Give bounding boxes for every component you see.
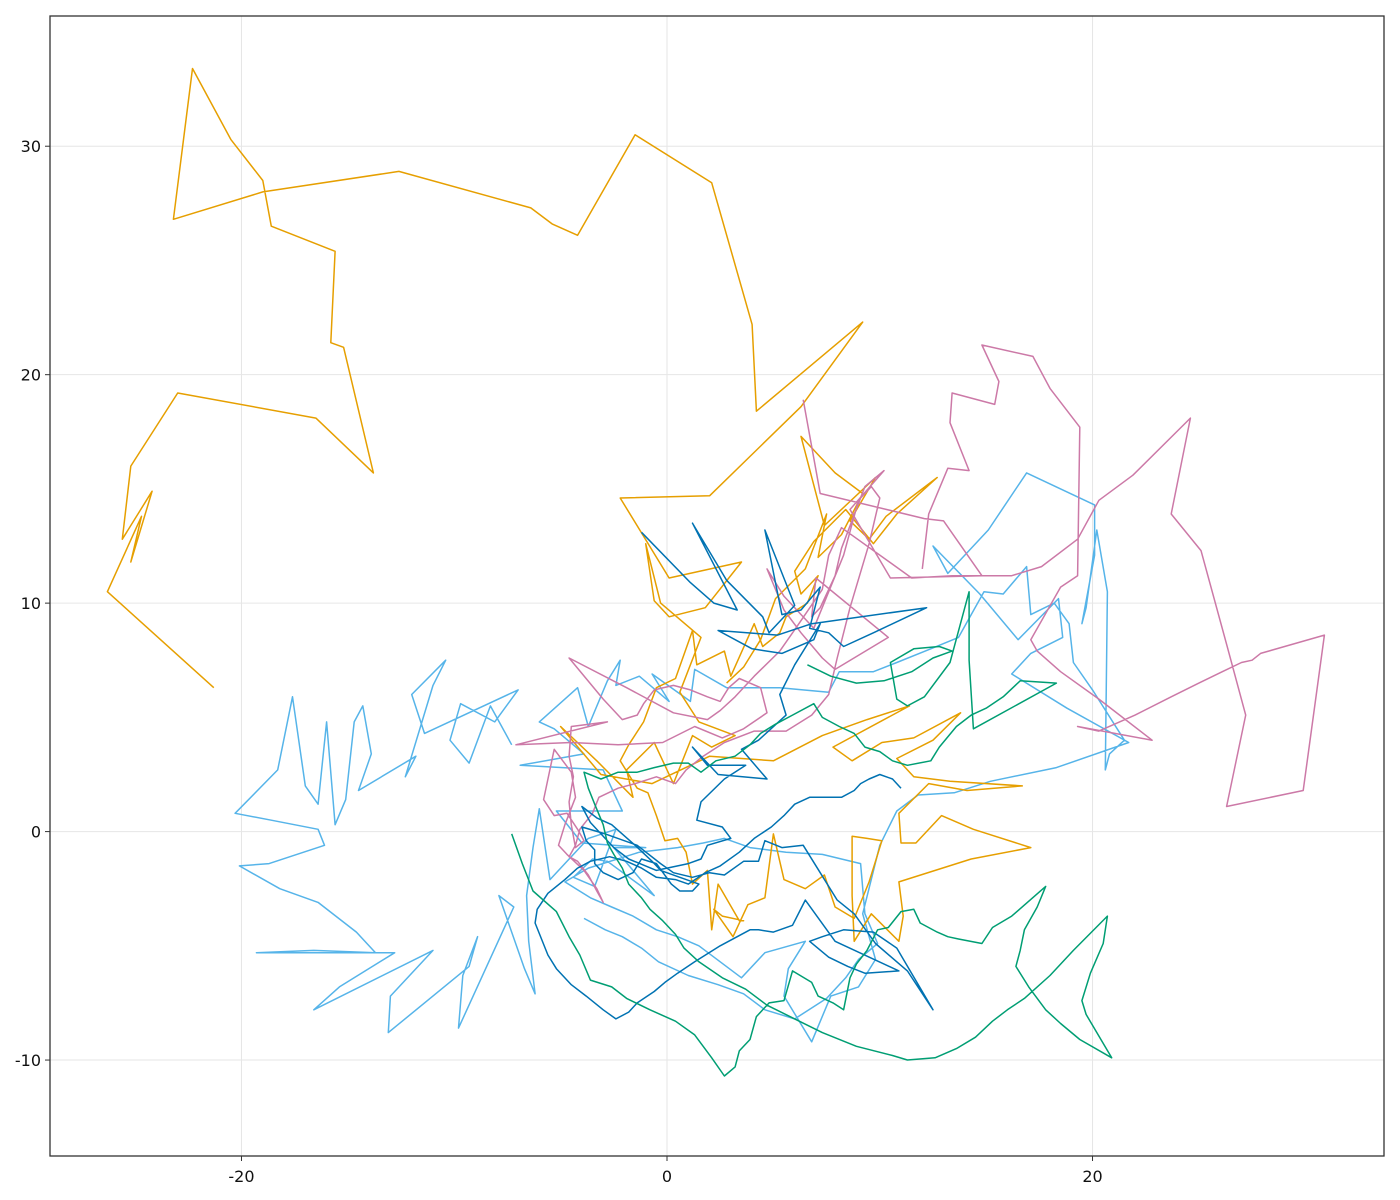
x-tick-label: 20: [1082, 1167, 1102, 1186]
series-line-3: [515, 344, 1326, 904]
axis-ticks: -20 0 20 -10 0 10 20 30: [15, 137, 1103, 1186]
y-tick-label: -10: [15, 1051, 41, 1070]
y-tick-label: 10: [21, 594, 41, 613]
series-lines: [106, 67, 1326, 1077]
x-tick-label: 0: [662, 1167, 672, 1186]
series-line-1: [234, 472, 1130, 1043]
series-line-2: [106, 67, 1032, 943]
series-line-4: [534, 522, 934, 1020]
y-tick-label: 20: [21, 366, 41, 385]
series-line-5: [510, 590, 1113, 1077]
y-tick-label: 30: [21, 137, 41, 156]
x-tick-label: -20: [228, 1167, 254, 1186]
plot-frame: [49, 15, 1385, 1157]
y-tick-label: 0: [31, 823, 41, 842]
grid-lines: [50, 16, 1384, 1156]
